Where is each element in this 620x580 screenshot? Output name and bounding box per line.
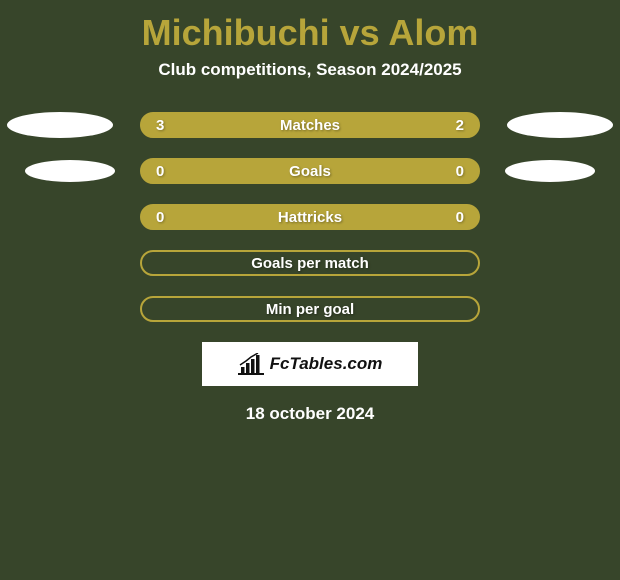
stat-row: Min per goal [0, 288, 620, 334]
stat-label: Goals per match [251, 255, 369, 272]
logo-box: FcTables.com [202, 342, 418, 386]
stats-area: 3 Matches 2 0 Goals 0 0 Hattricks 0 Goals per mat… [0, 104, 620, 334]
date-text: 18 october 2024 [0, 386, 620, 424]
stat-row: Goals per match [0, 242, 620, 288]
stat-left-value: 3 [156, 117, 164, 134]
stat-bar: Goals per match [140, 250, 480, 276]
stat-row: 3 Matches 2 [0, 104, 620, 150]
stat-left-value: 0 [156, 163, 164, 180]
stat-right-value: 0 [456, 209, 464, 226]
stat-label: Hattricks [278, 209, 342, 226]
stat-bar: 0 Goals 0 [140, 158, 480, 184]
stat-bar: 0 Hattricks 0 [140, 204, 480, 230]
stat-label: Matches [280, 117, 340, 134]
player2-marker [507, 112, 613, 138]
player2-marker [505, 160, 595, 182]
logo-text: FcTables.com [270, 354, 383, 374]
player1-marker [25, 160, 115, 182]
stat-right-value: 2 [456, 117, 464, 134]
player1-marker [7, 112, 113, 138]
stat-left-value: 0 [156, 209, 164, 226]
player2-name: Alom [388, 12, 478, 53]
stat-bar: Min per goal [140, 296, 480, 322]
stat-label: Min per goal [266, 301, 354, 318]
comparison-card: Michibuchi vs Alom Club competitions, Se… [0, 0, 620, 580]
stat-row: 0 Hattricks 0 [0, 196, 620, 242]
stat-right-value: 0 [456, 163, 464, 180]
stat-label: Goals [289, 163, 331, 180]
vs-text: vs [330, 12, 389, 53]
page-title: Michibuchi vs Alom [0, 0, 620, 60]
stat-row: 0 Goals 0 [0, 150, 620, 196]
stat-bar: 3 Matches 2 [140, 112, 480, 138]
player1-name: Michibuchi [142, 12, 330, 53]
chart-icon [238, 353, 264, 375]
subtitle: Club competitions, Season 2024/2025 [0, 60, 620, 104]
